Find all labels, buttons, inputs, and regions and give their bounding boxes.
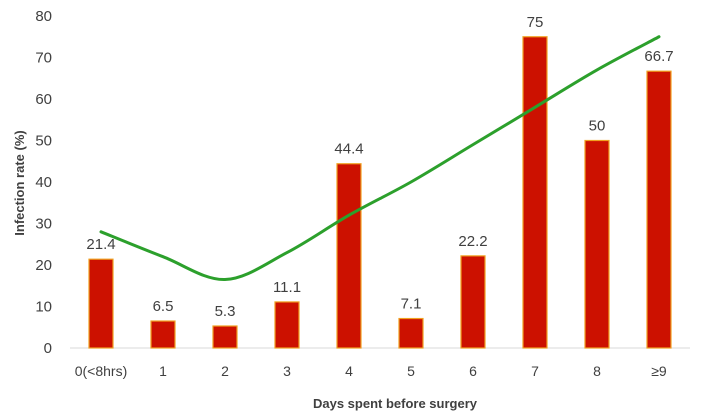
bar bbox=[88, 258, 114, 349]
data-label: 7.1 bbox=[401, 296, 422, 313]
x-tick-label: 8 bbox=[593, 363, 601, 379]
y-tick-label: 10 bbox=[35, 299, 52, 316]
bar bbox=[274, 301, 300, 349]
y-tick-label: 30 bbox=[35, 216, 52, 233]
x-tick-label: 6 bbox=[469, 363, 477, 379]
data-label: 75 bbox=[527, 14, 544, 31]
data-label: 22.2 bbox=[458, 233, 487, 250]
bar bbox=[460, 255, 486, 349]
bar bbox=[522, 36, 548, 349]
data-label: 5.3 bbox=[215, 303, 236, 320]
bar bbox=[150, 320, 176, 349]
bar bbox=[646, 70, 672, 349]
bar bbox=[212, 325, 238, 349]
x-tick-label: ≥9 bbox=[651, 363, 667, 379]
x-tick-label: 7 bbox=[531, 363, 539, 379]
y-tick-label: 20 bbox=[35, 257, 52, 274]
data-labels: 21.4 6.5 5.3 11.1 44.4 7.1 22.2 75 50 66.7 bbox=[86, 14, 673, 320]
x-tick-label: 3 bbox=[283, 363, 291, 379]
data-label: 44.4 bbox=[334, 141, 363, 158]
y-tick-label: 50 bbox=[35, 133, 52, 150]
data-label: 50 bbox=[589, 118, 606, 135]
data-label: 6.5 bbox=[153, 298, 174, 315]
bars bbox=[88, 36, 672, 349]
x-tick-label: 5 bbox=[407, 363, 415, 379]
data-label: 21.4 bbox=[86, 236, 115, 253]
x-tick-label: 0(<8hrs) bbox=[75, 363, 128, 379]
data-label: 11.1 bbox=[273, 279, 301, 296]
y-axis-title: Infection rate (%) bbox=[12, 130, 27, 235]
y-tick-label: 0 bbox=[44, 340, 52, 357]
bar bbox=[584, 139, 610, 349]
y-tick-label: 40 bbox=[35, 174, 52, 191]
bar bbox=[398, 317, 424, 349]
x-axis-title: Days spent before surgery bbox=[313, 396, 478, 411]
x-tick-label: 4 bbox=[345, 363, 353, 379]
y-tick-label: 80 bbox=[35, 8, 52, 25]
y-tick-label: 70 bbox=[35, 50, 52, 67]
x-tick-label: 1 bbox=[159, 363, 167, 379]
bar bbox=[336, 163, 362, 349]
y-tick-label: 60 bbox=[35, 91, 52, 108]
data-label: 66.7 bbox=[644, 48, 673, 65]
trendline bbox=[99, 35, 661, 282]
x-axis-ticks: 0(<8hrs) 1 2 3 4 5 6 7 8 ≥9 bbox=[75, 363, 667, 379]
y-axis-ticks: 0 10 20 30 40 50 60 70 80 bbox=[35, 8, 52, 357]
x-tick-label: 2 bbox=[221, 363, 229, 379]
